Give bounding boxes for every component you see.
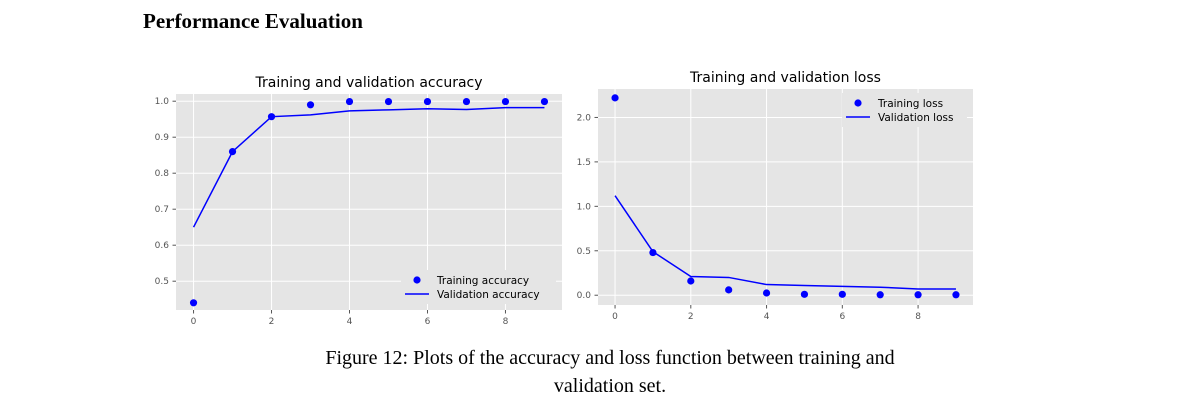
data-point-training-loss (687, 277, 695, 285)
series-line-validation-loss (614, 195, 956, 290)
y-tick-label: 0.9 (155, 133, 170, 143)
legend-label: Validation accuracy (437, 289, 540, 301)
y-tick-label: 0.0 (577, 291, 592, 301)
chart-title: Training and validation loss (689, 70, 881, 86)
x-tick-label: 0 (612, 312, 618, 322)
data-point-training-loss (952, 291, 960, 299)
caption-line-2: validation set. (553, 375, 667, 397)
chart-title: Training and validation accuracy (254, 75, 482, 91)
y-tick-label: 1.5 (577, 158, 591, 168)
legend-marker-dot (413, 276, 421, 284)
legend-label: Training accuracy (436, 275, 529, 287)
x-tick-label: 4 (764, 312, 770, 322)
y-tick-label: 0.5 (155, 277, 169, 287)
data-point-training-loss (725, 286, 733, 294)
x-tick-label: 8 (915, 312, 921, 322)
charts-figure: 0 2 4 6 8 0.5 0.6 0.7 0.8 0.9 1.0 Training and vali… (155, 70, 973, 327)
data-point-training-loss (762, 289, 771, 297)
series-line-validation-accuracy (192, 106, 545, 228)
figure-caption: Figure 12: Plots of the accuracy and los… (180, 344, 1040, 400)
data-point-training-accuracy (423, 97, 432, 106)
x-tick-label: 0 (191, 317, 197, 327)
page-heading: Performance Evaluation (143, 9, 363, 33)
legend-box-1 (842, 93, 967, 127)
data-point-training-accuracy (540, 97, 549, 106)
legend-label: Validation loss (878, 112, 953, 124)
data-point-training-loss (800, 290, 809, 298)
legend-box-0 (401, 270, 556, 304)
data-point-training-accuracy (345, 97, 354, 106)
legend-label: Training loss (877, 98, 943, 110)
data-point-training-loss (838, 290, 846, 298)
y-tick-label: 0.8 (155, 169, 170, 179)
y-tick-label: 0.6 (155, 241, 170, 251)
y-tick-label: 1.0 (577, 202, 592, 212)
x-tick-label: 2 (269, 317, 275, 327)
data-point-training-accuracy (306, 101, 315, 109)
x-tick-label: 6 (839, 312, 845, 322)
caption-line-1: Figure 12: Plots of the accuracy and los… (325, 347, 895, 369)
data-point-training-accuracy (501, 97, 510, 106)
y-tick-label: 0.5 (577, 247, 591, 257)
data-point-training-accuracy (462, 97, 471, 106)
data-point-training-loss (914, 291, 922, 299)
x-tick-label: 6 (425, 317, 431, 327)
data-point-training-loss (611, 94, 619, 102)
x-tick-label: 4 (347, 317, 353, 327)
y-tick-label: 0.7 (155, 205, 169, 215)
legend-marker-dot (854, 99, 862, 107)
y-tick-label: 1.0 (155, 97, 170, 107)
x-tick-label: 2 (688, 312, 694, 322)
y-tick-label: 2.0 (577, 113, 592, 123)
data-point-training-accuracy (189, 299, 198, 307)
data-point-training-loss (876, 291, 884, 299)
x-tick-label: 8 (503, 317, 509, 327)
data-point-training-accuracy (384, 97, 393, 106)
